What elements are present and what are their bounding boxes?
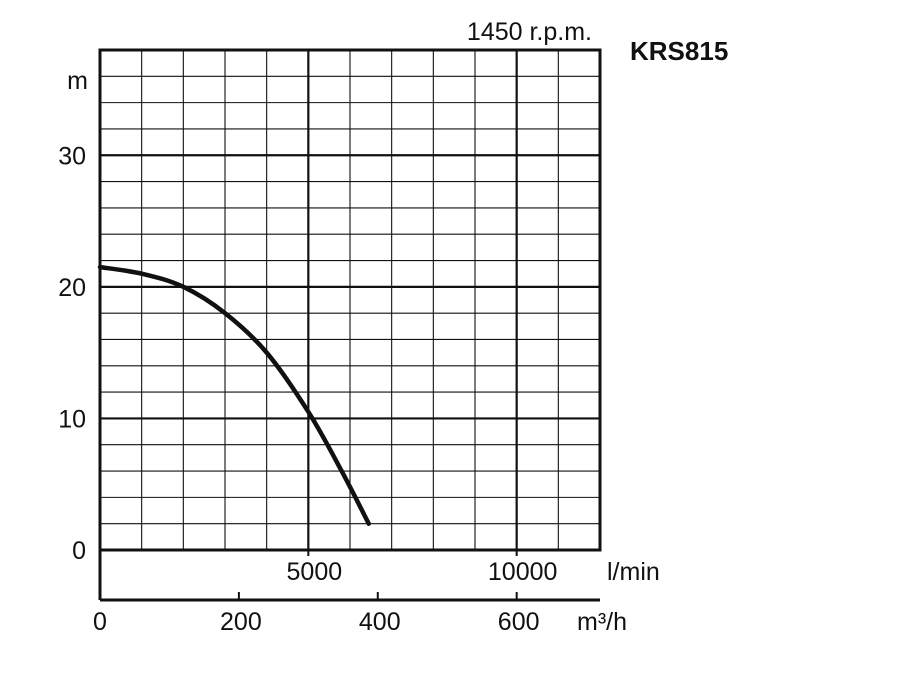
lmin-tick-label: 5000: [287, 558, 343, 586]
lmin-tick-label: 10000: [488, 558, 558, 586]
y-axis-unit: m: [67, 67, 88, 95]
y-tick-label: 20: [58, 274, 86, 302]
y-tick-label: 10: [58, 405, 86, 433]
flow-unit-m3h: m³/h: [577, 608, 627, 636]
y-tick-label: 30: [58, 142, 86, 170]
m3h-tick-label: 600: [498, 608, 540, 636]
speed-label: 1450 r.p.m.: [467, 18, 592, 46]
chart-frame: [98, 48, 602, 602]
model-label: KRS815: [630, 36, 728, 66]
m3h-tick-label: 200: [220, 608, 262, 636]
grid: [100, 50, 600, 550]
y-tick-labels: 0 10 20 30: [58, 142, 86, 565]
head-flow-curve: [97, 264, 371, 526]
y-tick-label: 0: [72, 537, 86, 565]
m3h-tick-label: 0: [93, 608, 107, 636]
flow-unit-lmin: l/min: [607, 558, 660, 586]
curve-layer: [97, 264, 371, 526]
x-tick-labels: 5000 10000 0 200 400 600: [93, 558, 557, 636]
m3h-tick-label: 400: [359, 608, 401, 636]
